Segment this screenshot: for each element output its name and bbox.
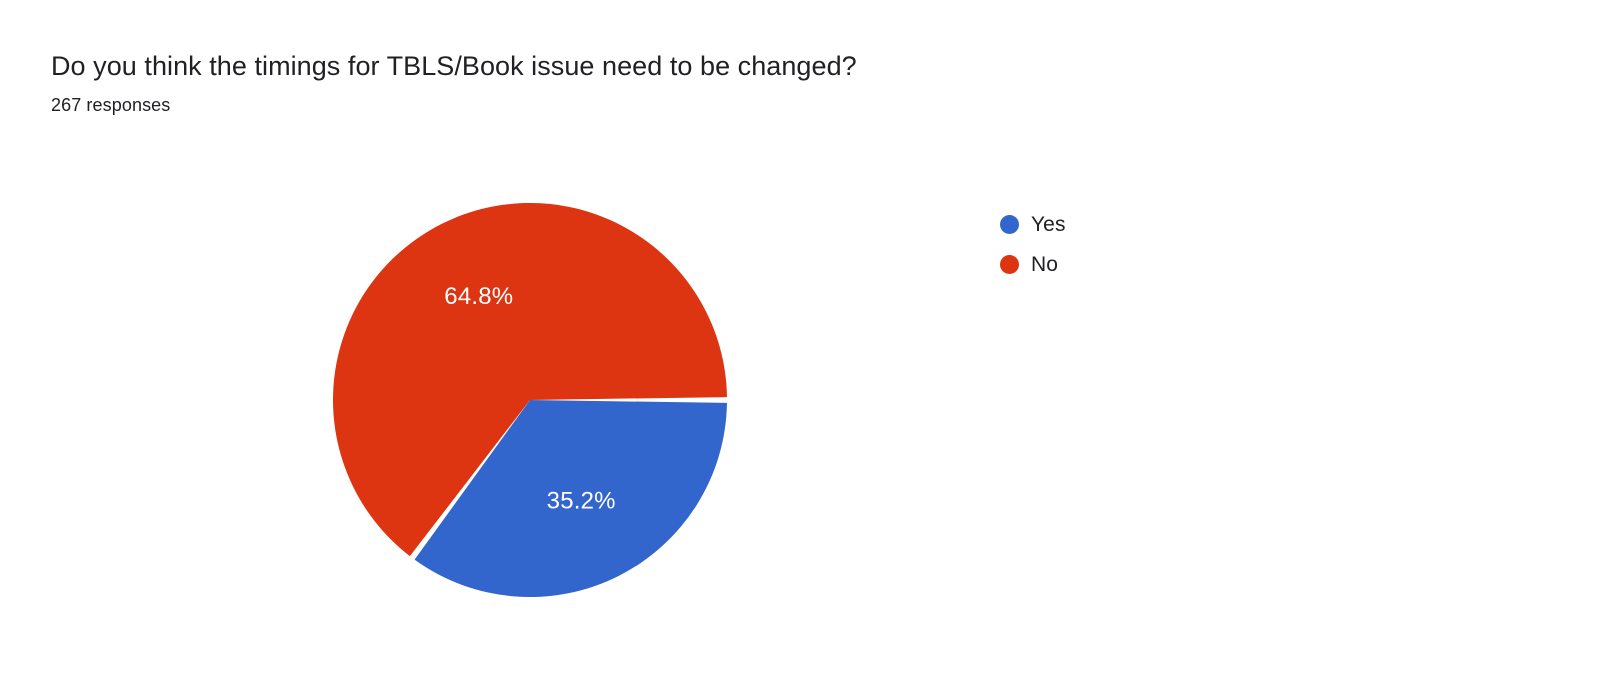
chart-legend: Yes No: [1000, 204, 1260, 284]
pie-slice-no[interactable]: [333, 202, 727, 557]
pie-slices-group: [333, 202, 727, 598]
response-count-label: 267 responses: [51, 95, 171, 115]
legend-color-swatch-yes-icon: [1000, 214, 1019, 234]
legend-label-yes: Yes: [1031, 212, 1066, 236]
pie-slice-label-yes: 35.2%: [547, 487, 616, 514]
legend-item-no[interactable]: No: [1000, 244, 1260, 284]
legend-label-no: No: [1031, 252, 1059, 276]
legend-color-swatch-no-icon: [1000, 254, 1019, 274]
page-title: Do you think the timings for TBLS/Book i…: [51, 51, 857, 81]
pie-slice-yes[interactable]: [414, 400, 727, 598]
pie-chart: 35.2% 64.8%: [330, 200, 730, 600]
chart-area: 35.2% 64.8% Yes No: [0, 150, 1600, 673]
pie-chart-svg: 35.2% 64.8%: [333, 202, 727, 598]
pie-slice-label-no: 64.8%: [444, 283, 513, 310]
question-header: Do you think the timings for TBLS/Book i…: [51, 48, 1351, 117]
pie-slice-labels-group: 35.2% 64.8%: [444, 283, 615, 514]
legend-item-yes[interactable]: Yes: [1000, 204, 1260, 244]
